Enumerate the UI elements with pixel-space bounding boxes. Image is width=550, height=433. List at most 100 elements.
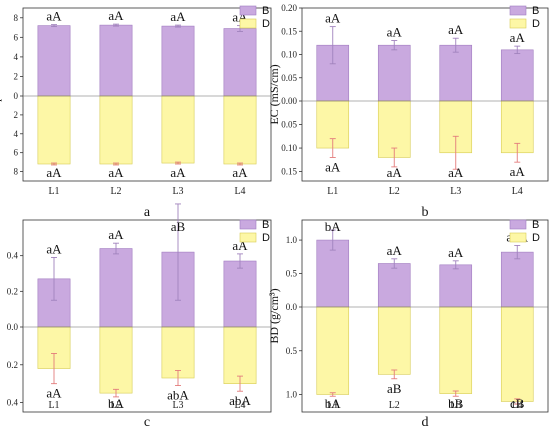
y-tick-label: 0.05 bbox=[281, 73, 297, 83]
x-category-label: L4 bbox=[234, 186, 245, 197]
significance-letter-B: aB bbox=[171, 219, 186, 234]
panel-label: b bbox=[422, 205, 429, 220]
bar-B-L4 bbox=[223, 260, 257, 328]
legend: BD bbox=[239, 219, 270, 244]
significance-letter-B: aA bbox=[325, 11, 341, 26]
y-tick-label: 6 bbox=[14, 32, 19, 42]
bar-B-L2 bbox=[99, 248, 133, 328]
significance-letter-D: aA bbox=[108, 165, 124, 180]
y-axis-label: BD (g/cm³) bbox=[267, 288, 281, 343]
bar-D-L2 bbox=[377, 306, 411, 375]
y-tick-label: 0.4 bbox=[7, 398, 19, 408]
x-category-label: L2 bbox=[389, 186, 400, 197]
y-tick-label: 0.10 bbox=[281, 143, 297, 153]
panel-label: d bbox=[422, 415, 429, 430]
y-tick-label: 2 bbox=[14, 110, 19, 120]
y-tick-label: 0.0 bbox=[286, 302, 298, 312]
bar-D-L4 bbox=[223, 326, 257, 384]
x-category-label: L4 bbox=[512, 400, 523, 411]
x-category-label: L3 bbox=[450, 186, 461, 197]
y-tick-label: 0.15 bbox=[281, 26, 297, 36]
significance-letter-D: cB bbox=[510, 396, 525, 411]
significance-letter-D: abA bbox=[229, 393, 251, 408]
x-category-label: L4 bbox=[234, 400, 245, 411]
significance-letter-D: bA bbox=[108, 396, 125, 411]
y-axis-label: pH bbox=[0, 87, 2, 102]
y-tick-label: 0.5 bbox=[286, 269, 298, 279]
significance-letter-B: aA bbox=[46, 241, 62, 256]
x-category-label: L1 bbox=[48, 400, 59, 411]
significance-letter-B: aA bbox=[387, 243, 403, 258]
significance-letter-D: abA bbox=[167, 388, 189, 403]
legend: BD bbox=[509, 219, 540, 244]
bar-D-L4 bbox=[500, 306, 534, 402]
significance-letter-D: bB bbox=[448, 396, 464, 411]
significance-letter-D: aA bbox=[170, 165, 186, 180]
significance-letter-D: aA bbox=[510, 164, 526, 179]
y-tick-label: 0.15 bbox=[281, 167, 297, 177]
legend-swatch-D bbox=[239, 18, 257, 29]
y-tick-label: 8 bbox=[14, 13, 19, 23]
bar-B-L3 bbox=[161, 25, 195, 97]
bar-D-L2 bbox=[99, 326, 133, 394]
significance-letter-D: aB bbox=[387, 381, 402, 396]
significance-letter-B: bA bbox=[325, 219, 342, 234]
significance-letter-D: aA bbox=[387, 165, 403, 180]
legend-label-D: D bbox=[532, 232, 540, 244]
y-tick-label: 1.0 bbox=[286, 390, 298, 400]
plot-frame bbox=[22, 7, 272, 182]
significance-letter-B: aA bbox=[510, 30, 526, 45]
y-tick-label: 0.05 bbox=[281, 120, 297, 130]
legend: BD bbox=[239, 5, 270, 30]
x-category-label: L3 bbox=[172, 186, 183, 197]
x-category-label: L3 bbox=[172, 400, 183, 411]
legend-label-D: D bbox=[262, 18, 270, 30]
legend-swatch-D bbox=[239, 232, 257, 243]
legend-swatch-D bbox=[509, 18, 527, 29]
panel-label: c bbox=[144, 415, 150, 430]
significance-letter-D: aA bbox=[232, 165, 248, 180]
legend-swatch-B bbox=[509, 219, 527, 230]
bar-B-L3 bbox=[439, 44, 473, 102]
y-tick-label: 0 bbox=[14, 91, 19, 101]
y-tick-label: 0.2 bbox=[7, 286, 18, 296]
significance-letter-B: aA bbox=[387, 25, 403, 40]
bar-B-L4 bbox=[500, 251, 534, 308]
y-tick-label: 0.0 bbox=[7, 322, 19, 332]
bar-D-L3 bbox=[161, 326, 195, 379]
y-tick-label: 0.4 bbox=[7, 251, 19, 261]
bar-D-L2 bbox=[99, 95, 133, 165]
significance-letter-D: aA bbox=[46, 165, 62, 180]
significance-letter-B: aA bbox=[108, 227, 124, 242]
significance-letter-D: bA bbox=[325, 396, 342, 411]
panel-label: a bbox=[144, 205, 151, 220]
legend-swatch-B bbox=[509, 5, 527, 16]
legend-label-B: B bbox=[262, 5, 269, 17]
bar-B-L2 bbox=[377, 44, 411, 102]
significance-letter-B: aA bbox=[448, 245, 464, 260]
legend: BD bbox=[509, 5, 540, 30]
legend-swatch-D bbox=[509, 232, 527, 243]
y-tick-label: 4 bbox=[14, 129, 19, 139]
chart-panel-b: 0.00 0.05 0.10 0.15 0.20 0.05 0.10 0.15 EC (mS/c… bbox=[267, 3, 549, 220]
legend-label-B: B bbox=[532, 5, 539, 17]
plot-frame bbox=[22, 219, 272, 413]
significance-letter-D: aA bbox=[448, 165, 464, 180]
y-tick-label: 1.0 bbox=[286, 235, 298, 245]
x-category-label: L1 bbox=[48, 186, 59, 197]
y-tick-label: 2 bbox=[14, 71, 19, 81]
y-tick-label: 0.5 bbox=[286, 346, 298, 356]
y-tick-label: 6 bbox=[14, 148, 19, 158]
bar-D-L3 bbox=[161, 95, 195, 164]
bar-D-L1 bbox=[316, 306, 350, 395]
bar-D-L3 bbox=[439, 306, 473, 394]
plot-frame bbox=[301, 219, 549, 413]
y-tick-label: 0.10 bbox=[281, 50, 297, 60]
legend-swatch-B bbox=[239, 5, 257, 16]
significance-letter-B: aA bbox=[448, 22, 464, 37]
x-category-label: L1 bbox=[327, 186, 338, 197]
y-tick-label: 8 bbox=[14, 167, 19, 177]
y-tick-label: 4 bbox=[14, 52, 19, 62]
